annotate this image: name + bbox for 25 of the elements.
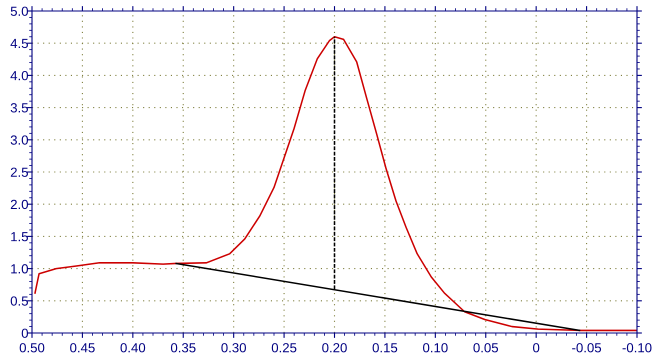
x-tick-label: -0.05 <box>572 343 602 352</box>
y-tick-label: 5.0 <box>10 6 28 16</box>
x-tick-label: 0.25 <box>272 343 296 352</box>
y-tick-label: 1.0 <box>11 264 28 274</box>
y-tick-label: 3.0 <box>10 135 28 145</box>
x-tick-label: 0.50 <box>20 343 44 352</box>
y-tick-label: 1.5 <box>11 232 28 242</box>
y-tick-label: 3.5 <box>10 103 28 113</box>
x-tick-label: 0.05 <box>473 343 498 352</box>
y-tick-label: 0.5 <box>10 296 28 306</box>
x-tick-label: 0.10 <box>423 343 448 352</box>
y-tick-label: 2.0 <box>10 200 28 210</box>
x-tick-label: -0.10 <box>622 343 652 352</box>
y-tick-label: 4.0 <box>10 70 28 80</box>
y-tick-label: 2.5 <box>10 168 28 177</box>
line-series <box>34 36 637 332</box>
x-tick-label: 0 <box>533 343 540 352</box>
y-tick-label: 0 <box>22 328 28 338</box>
x-tick-label: 0.30 <box>221 343 246 352</box>
x-tick-label: 0.35 <box>170 343 196 352</box>
x-tick-label: 0.20 <box>322 343 347 352</box>
x-tick-label: 0.15 <box>372 343 398 352</box>
x-tick-label: 0.45 <box>70 343 95 352</box>
x-tick-label: 0.40 <box>120 343 146 352</box>
y-tick-label: 4.5 <box>10 38 28 48</box>
